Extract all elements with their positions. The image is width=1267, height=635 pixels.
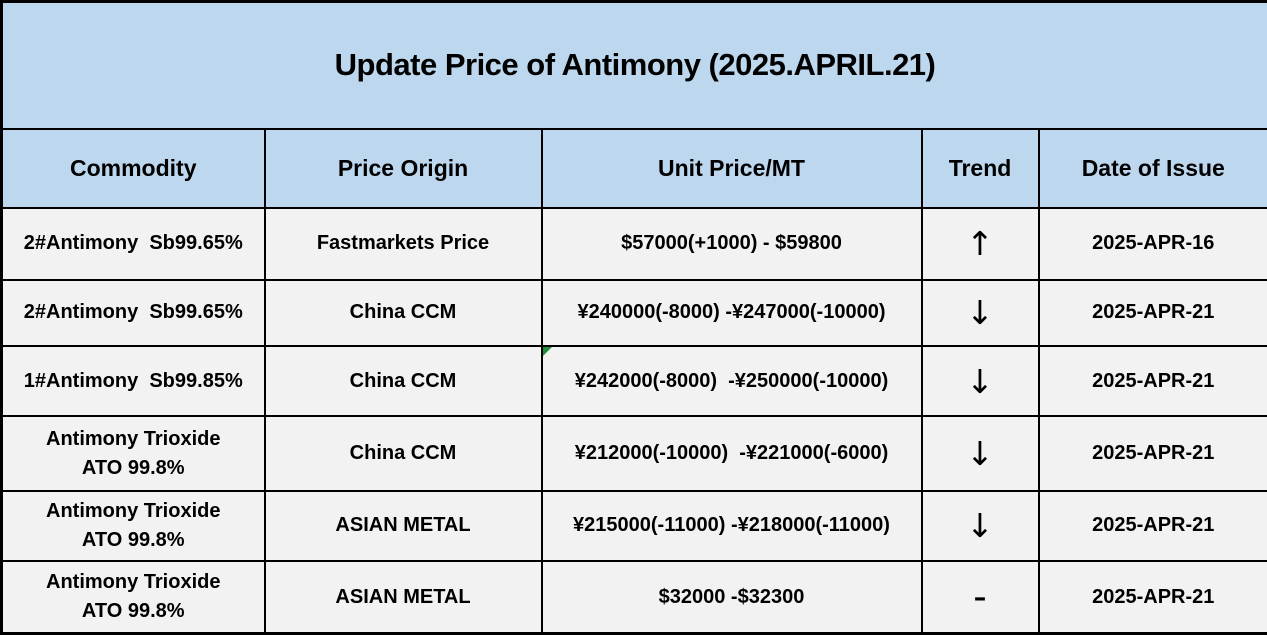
- trend-down-arrow-icon: ↓: [920, 489, 1040, 563]
- cell-commodity: 2#Antimony Sb99.65%: [0, 206, 266, 281]
- cell-date-of-issue: 2025-APR-21: [1037, 345, 1267, 418]
- table-row: Antimony Trioxide ATO 99.8% China CCM ¥2…: [0, 415, 1267, 492]
- trend-down-arrow-icon: ↓: [920, 278, 1040, 348]
- column-header-date-of-issue: Date of Issue: [1037, 127, 1267, 209]
- cell-price-origin: China CCM: [263, 415, 543, 492]
- cell-commodity: 2#Antimony Sb99.65%: [0, 278, 266, 348]
- price-text: ¥215000(-11000) -¥218000(-11000): [573, 514, 890, 537]
- cell-price-origin: China CCM: [263, 278, 543, 348]
- column-header-price-origin: Price Origin: [263, 127, 543, 209]
- table-row: 2#Antimony Sb99.65% China CCM ¥240000(-8…: [0, 278, 1267, 348]
- trend-down-arrow-icon: ↓: [920, 415, 1040, 492]
- column-header-commodity: Commodity: [0, 127, 266, 209]
- page-title: Update Price of Antimony (2025.APRIL.21): [0, 0, 1267, 130]
- cell-unit-price: $32000 -$32300: [540, 560, 923, 635]
- cell-commodity: Antimony Trioxide ATO 99.8%: [0, 415, 266, 492]
- cell-commodity: 1#Antimony Sb99.85%: [0, 345, 266, 418]
- cell-unit-price: ¥242000(-8000) -¥250000(-10000): [540, 345, 923, 418]
- trend-flat-dash-icon: –: [920, 560, 1040, 635]
- price-text: $57000(+1000) - $59800: [621, 232, 842, 255]
- trend-up-arrow-icon: ↑: [920, 206, 1040, 281]
- cell-date-of-issue: 2025-APR-21: [1037, 489, 1267, 563]
- cell-price-origin: China CCM: [263, 345, 543, 418]
- price-text: ¥240000(-8000) -¥247000(-10000): [577, 301, 886, 324]
- cell-date-of-issue: 2025-APR-16: [1037, 206, 1267, 281]
- title-row: Update Price of Antimony (2025.APRIL.21): [0, 0, 1267, 130]
- cell-unit-price: ¥212000(-10000) -¥221000(-6000): [540, 415, 923, 492]
- cell-price-origin: ASIAN METAL: [263, 489, 543, 563]
- cell-price-origin: Fastmarkets Price: [263, 206, 543, 281]
- cell-date-of-issue: 2025-APR-21: [1037, 560, 1267, 635]
- price-text: ¥242000(-8000) -¥250000(-10000): [574, 369, 889, 392]
- cell-commodity: Antimony Trioxide ATO 99.8%: [0, 489, 266, 563]
- cell-price-origin: ASIAN METAL: [263, 560, 543, 635]
- cell-date-of-issue: 2025-APR-21: [1037, 415, 1267, 492]
- cell-unit-price: $57000(+1000) - $59800: [540, 206, 923, 281]
- table-header-row: Commodity Price Origin Unit Price/MT Tre…: [0, 127, 1267, 209]
- price-text: ¥212000(-10000) -¥221000(-6000): [574, 442, 889, 465]
- trend-down-arrow-icon: ↓: [920, 345, 1040, 418]
- price-text: $32000 -$32300: [658, 585, 805, 608]
- cell-unit-price: ¥215000(-11000) -¥218000(-11000): [540, 489, 923, 563]
- table-row: Antimony Trioxide ATO 99.8% ASIAN METAL …: [0, 560, 1267, 635]
- cell-unit-price: ¥240000(-8000) -¥247000(-10000): [540, 278, 923, 348]
- table-row: 2#Antimony Sb99.65% Fastmarkets Price $5…: [0, 206, 1267, 281]
- cell-commodity: Antimony Trioxide ATO 99.8%: [0, 560, 266, 635]
- cell-comment-flag-icon: [543, 348, 552, 357]
- table-row: 1#Antimony Sb99.85% China CCM ¥242000(-8…: [0, 345, 1267, 418]
- cell-date-of-issue: 2025-APR-21: [1037, 278, 1267, 348]
- table-row: Antimony Trioxide ATO 99.8% ASIAN METAL …: [0, 489, 1267, 563]
- column-header-trend: Trend: [920, 127, 1040, 209]
- column-header-unit-price: Unit Price/MT: [540, 127, 923, 209]
